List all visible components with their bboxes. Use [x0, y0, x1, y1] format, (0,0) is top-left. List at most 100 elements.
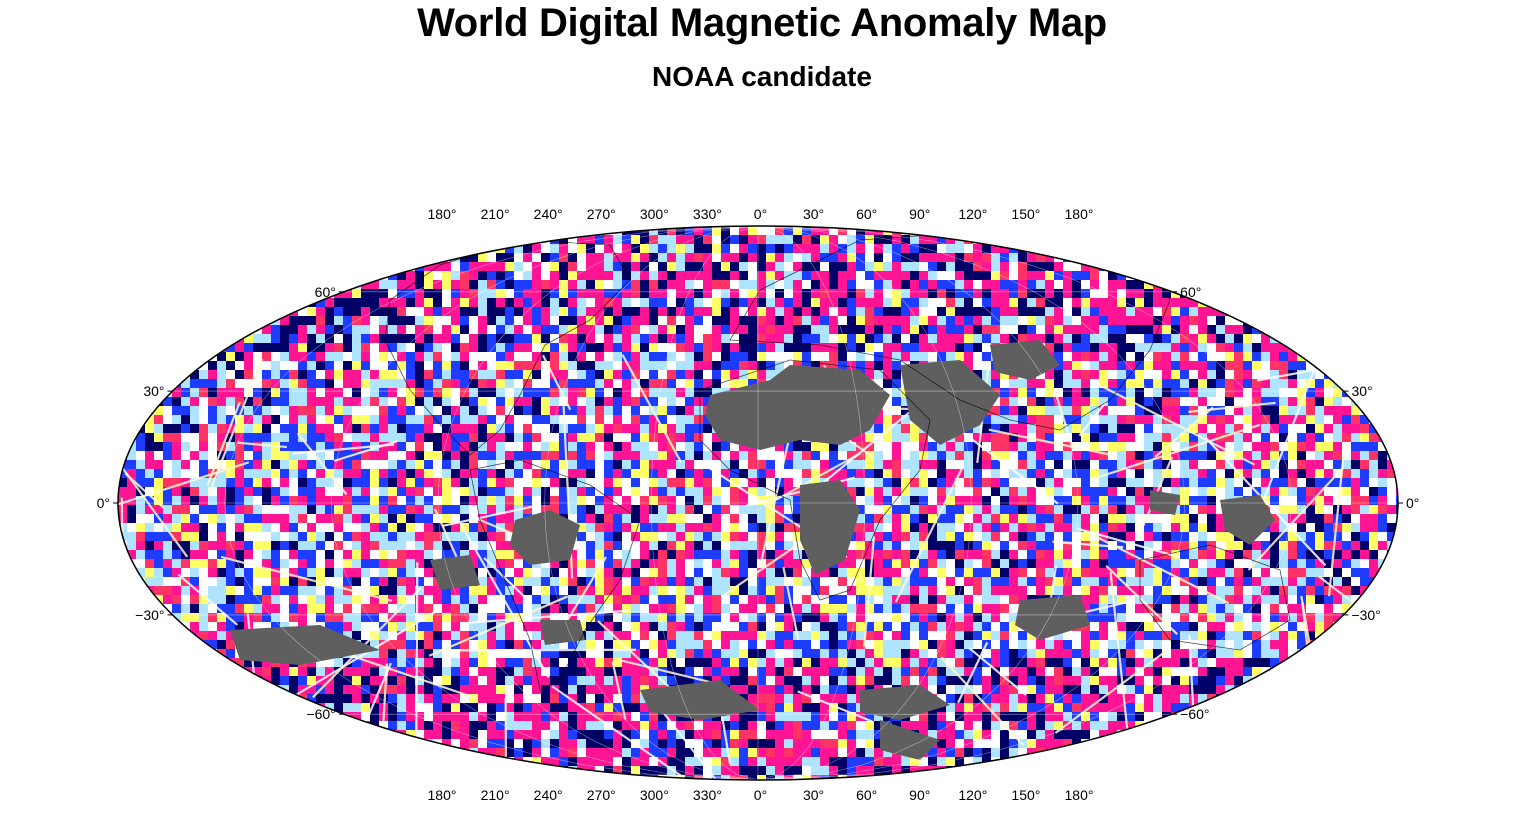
anomaly-cell [325, 577, 334, 586]
anomaly-cell [478, 388, 487, 397]
anomaly-cell [739, 496, 748, 505]
anomaly-cell [919, 316, 928, 325]
anomaly-cell [307, 415, 316, 424]
anomaly-cell [244, 415, 253, 424]
anomaly-cell [613, 370, 622, 379]
anomaly-cell [892, 586, 901, 595]
anomaly-cell [1171, 523, 1180, 532]
anomaly-cell [433, 307, 442, 316]
anomaly-cell [622, 370, 631, 379]
anomaly-cell [928, 469, 937, 478]
anomaly-cell [631, 397, 640, 406]
anomaly-cell [487, 307, 496, 316]
anomaly-cell [1216, 568, 1225, 577]
anomaly-cell [253, 514, 262, 523]
anomaly-cell [784, 316, 793, 325]
anomaly-cell [1072, 352, 1081, 361]
anomaly-cell [226, 442, 235, 451]
anomaly-cell [1189, 559, 1198, 568]
anomaly-cell [622, 532, 631, 541]
anomaly-cell [829, 307, 838, 316]
anomaly-cell [1216, 415, 1225, 424]
anomaly-cell [712, 559, 721, 568]
anomaly-cell [424, 352, 433, 361]
anomaly-cell [1099, 586, 1108, 595]
anomaly-cell [1036, 568, 1045, 577]
anomaly-cell [793, 523, 802, 532]
anomaly-cell [937, 541, 946, 550]
anomaly-cell [1171, 397, 1180, 406]
anomaly-cell [1072, 325, 1081, 334]
anomaly-cell [595, 568, 604, 577]
anomaly-cell [487, 388, 496, 397]
anomaly-cell [1315, 496, 1324, 505]
anomaly-cell [496, 397, 505, 406]
anomaly-cell [1072, 532, 1081, 541]
anomaly-cell [838, 469, 847, 478]
anomaly-cell [739, 343, 748, 352]
anomaly-cell [307, 433, 316, 442]
anomaly-cell [316, 478, 325, 487]
anomaly-cell [766, 577, 775, 586]
anomaly-cell [280, 325, 289, 334]
anomaly-cell [757, 253, 766, 262]
anomaly-cell [865, 325, 874, 334]
anomaly-cell [712, 289, 721, 298]
anomaly-cell [955, 289, 964, 298]
anomaly-cell [1216, 523, 1225, 532]
anomaly-cell [622, 280, 631, 289]
anomaly-cell [694, 586, 703, 595]
anomaly-cell [343, 370, 352, 379]
anomaly-cell [694, 361, 703, 370]
anomaly-cell [991, 514, 1000, 523]
anomaly-cell [1099, 406, 1108, 415]
anomaly-cell [244, 370, 253, 379]
anomaly-cell [1117, 550, 1126, 559]
anomaly-cell [415, 316, 424, 325]
anomaly-cell [424, 307, 433, 316]
anomaly-cell [991, 433, 1000, 442]
anomaly-cell [1090, 505, 1099, 514]
anomaly-cell [280, 343, 289, 352]
anomaly-cell [1225, 577, 1234, 586]
anomaly-cell [1081, 460, 1090, 469]
anomaly-cell [856, 325, 865, 334]
anomaly-cell [397, 280, 406, 289]
anomaly-cell [379, 316, 388, 325]
anomaly-cell [1351, 424, 1360, 433]
anomaly-cell [640, 280, 649, 289]
anomaly-cell [694, 415, 703, 424]
anomaly-cell [1126, 334, 1135, 343]
anomaly-cell [316, 352, 325, 361]
anomaly-cell [829, 244, 838, 253]
anomaly-cell [1090, 271, 1099, 280]
anomaly-cell [271, 370, 280, 379]
anomaly-cell [658, 433, 667, 442]
anomaly-cell [658, 271, 667, 280]
anomaly-cell [442, 496, 451, 505]
anomaly-cell [361, 370, 370, 379]
anomaly-cell [1198, 460, 1207, 469]
anomaly-cell [487, 289, 496, 298]
anomaly-cell [982, 415, 991, 424]
anomaly-cell [1171, 361, 1180, 370]
anomaly-cell [1252, 343, 1261, 352]
anomaly-cell [640, 424, 649, 433]
anomaly-cell [667, 415, 676, 424]
anomaly-cell [919, 253, 928, 262]
anomaly-cell [649, 541, 658, 550]
anomaly-cell [919, 280, 928, 289]
anomaly-cell [757, 586, 766, 595]
anomaly-cell [1198, 559, 1207, 568]
anomaly-cell [1099, 550, 1108, 559]
anomaly-cell [1198, 442, 1207, 451]
anomaly-cell [352, 505, 361, 514]
anomaly-cell [280, 469, 289, 478]
anomaly-cell [1126, 532, 1135, 541]
anomaly-cell [874, 451, 883, 460]
anomaly-cell [253, 532, 262, 541]
anomaly-cell [415, 352, 424, 361]
anomaly-cell [1288, 514, 1297, 523]
anomaly-cell [145, 568, 154, 577]
anomaly-cell [982, 577, 991, 586]
